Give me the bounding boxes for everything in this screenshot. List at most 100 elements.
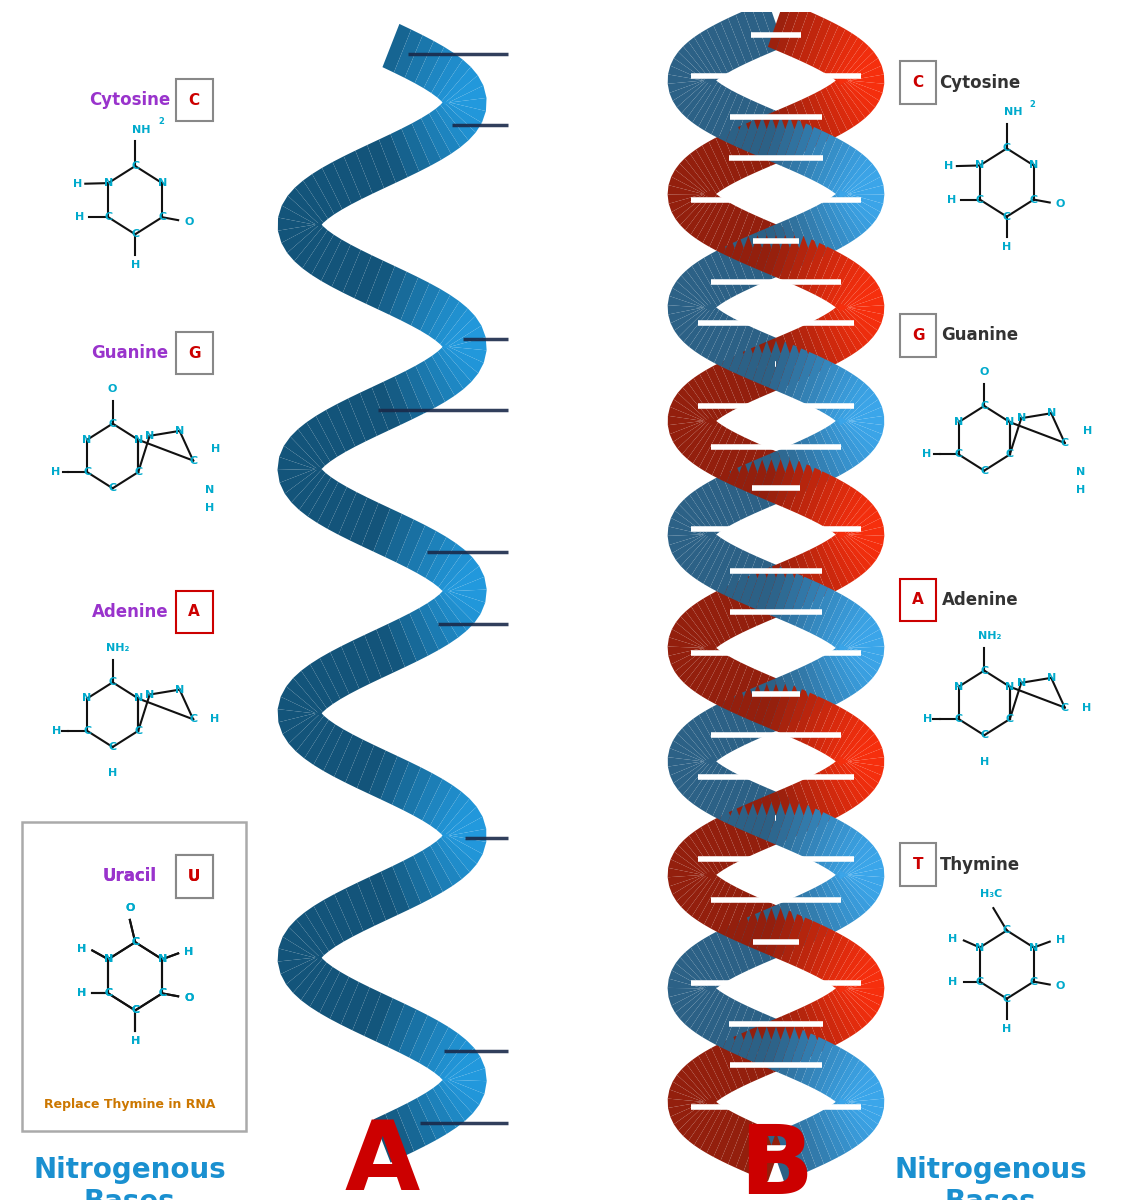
Text: H: H [130,1036,139,1046]
Polygon shape [281,686,321,715]
Text: Adenine: Adenine [91,602,168,620]
Polygon shape [671,530,711,560]
Polygon shape [793,781,817,830]
Polygon shape [669,416,713,442]
Polygon shape [745,331,769,380]
Polygon shape [821,595,849,642]
Polygon shape [737,805,761,854]
Polygon shape [437,348,472,389]
Polygon shape [790,668,814,718]
Polygon shape [756,904,781,953]
Text: O: O [108,384,118,395]
Text: N: N [204,485,214,494]
Polygon shape [675,163,713,198]
Polygon shape [798,809,823,858]
Polygon shape [833,989,862,1033]
Polygon shape [827,258,854,304]
Polygon shape [331,245,361,293]
Polygon shape [682,724,715,764]
Text: H: H [1056,936,1065,946]
Polygon shape [837,1064,870,1105]
Polygon shape [417,530,447,578]
Polygon shape [726,696,751,745]
Polygon shape [838,953,871,991]
Polygon shape [706,366,732,414]
Polygon shape [321,240,351,287]
Polygon shape [793,692,818,742]
Polygon shape [388,618,417,667]
Text: C: C [955,714,963,724]
Polygon shape [293,671,327,712]
Polygon shape [788,918,813,967]
Polygon shape [287,223,323,262]
Polygon shape [669,190,713,212]
Polygon shape [717,888,743,936]
Polygon shape [730,468,755,517]
Polygon shape [687,420,718,463]
Polygon shape [433,1084,465,1128]
Polygon shape [296,715,329,758]
Polygon shape [335,888,363,936]
Polygon shape [346,883,375,931]
Polygon shape [839,77,883,101]
Polygon shape [839,77,884,92]
Polygon shape [822,994,850,1040]
Polygon shape [668,868,713,877]
Polygon shape [827,538,855,584]
Text: N: N [1016,413,1026,424]
Polygon shape [821,254,849,301]
Text: C: C [108,484,116,493]
Polygon shape [839,984,884,1006]
Polygon shape [692,82,722,127]
Polygon shape [441,102,476,140]
Polygon shape [738,124,763,173]
Polygon shape [707,316,734,362]
Polygon shape [411,283,440,330]
Polygon shape [278,205,320,227]
Polygon shape [700,370,727,416]
Polygon shape [742,785,767,834]
Polygon shape [682,418,715,458]
Polygon shape [817,997,843,1044]
Polygon shape [754,676,778,725]
Polygon shape [715,659,740,708]
Polygon shape [810,928,836,977]
Polygon shape [675,984,713,1019]
Polygon shape [750,448,774,497]
Polygon shape [740,236,765,286]
Polygon shape [735,781,759,830]
Polygon shape [683,383,715,424]
Polygon shape [694,1104,723,1150]
Polygon shape [819,25,845,73]
FancyBboxPatch shape [176,856,212,898]
Polygon shape [702,200,730,247]
Polygon shape [721,1116,746,1164]
Polygon shape [805,322,830,371]
Polygon shape [443,1048,481,1082]
Text: C: C [108,419,116,428]
Polygon shape [814,1044,841,1092]
Polygon shape [841,964,880,992]
Polygon shape [716,134,741,182]
Polygon shape [828,145,856,191]
Polygon shape [444,1057,485,1082]
Polygon shape [723,1003,748,1052]
Text: N: N [158,954,167,965]
Text: 2: 2 [1030,100,1036,109]
Polygon shape [330,647,360,694]
Polygon shape [839,1098,882,1124]
Polygon shape [700,1106,727,1153]
Text: C: C [131,1006,139,1015]
Polygon shape [826,1051,854,1098]
Text: O: O [184,994,194,1003]
Polygon shape [668,986,713,997]
Polygon shape [721,18,746,67]
Polygon shape [761,794,785,845]
Polygon shape [831,943,861,988]
Polygon shape [839,629,883,652]
Polygon shape [442,1078,480,1114]
Polygon shape [839,530,883,553]
Polygon shape [698,258,725,304]
Polygon shape [809,1040,834,1088]
Polygon shape [839,504,877,539]
